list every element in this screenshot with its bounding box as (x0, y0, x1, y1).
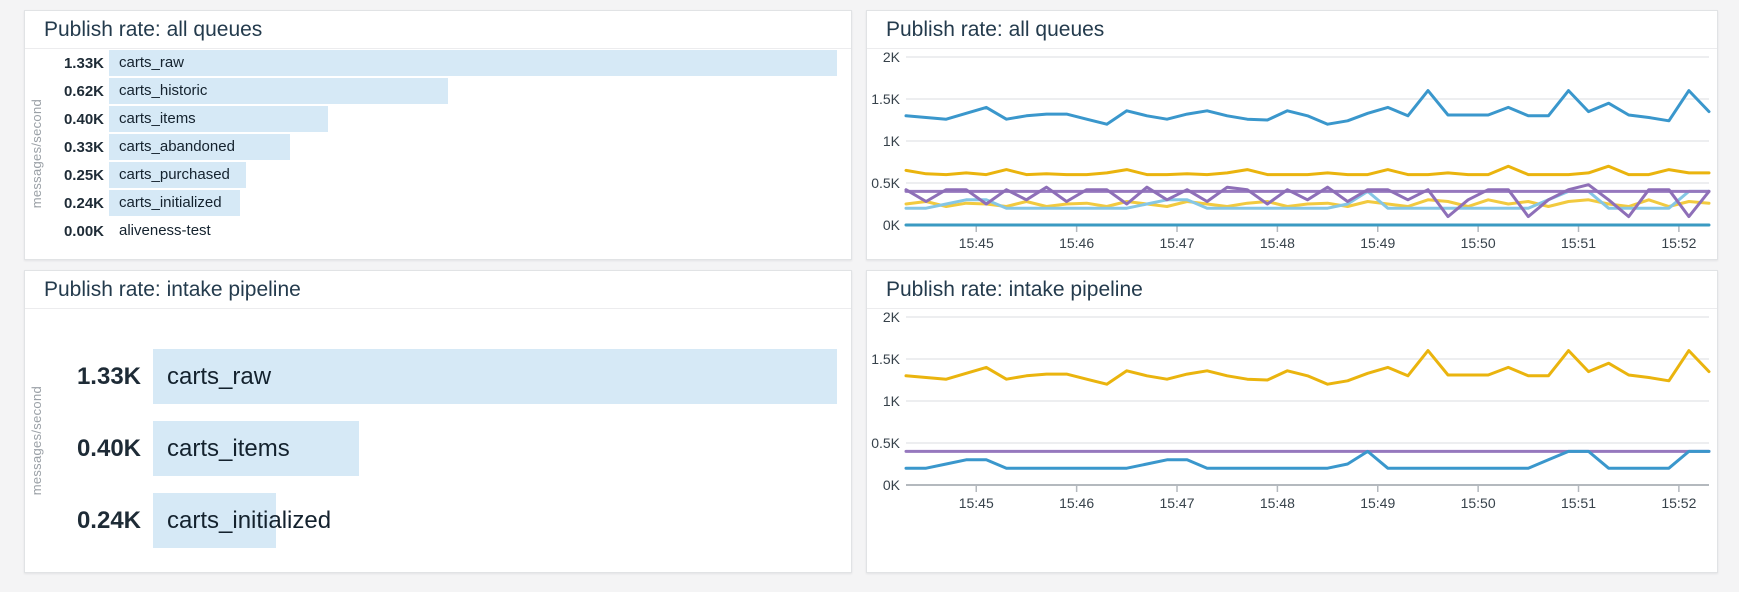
time-series-plot-intake-pipeline[interactable]: 0K 0.5K 1K 1.5K 2K 15:45 15:46 15:47 15:48 15:49 1… (867, 309, 1717, 572)
bar-value-label: 0.33K (63, 138, 104, 156)
bar-value-label: 0.24K (76, 506, 141, 534)
x-axis-tick-label: 15:49 (1360, 495, 1396, 511)
panel-title: Publish rate: intake pipeline (25, 271, 851, 309)
bar-track: aliveness-test (109, 218, 837, 244)
panel-publish-rate-intake-graph: Publish rate: intake pipeline 0K 0.5K 1K 1.… (866, 270, 1718, 573)
panel-title: Publish rate: intake pipeline (867, 271, 1717, 309)
bar-row: 0.33K carts_abandoned (54, 134, 837, 160)
queue-name-label: carts_initialized (119, 194, 222, 211)
queue-name-label: carts_historic (119, 82, 208, 99)
x-axis-tick-label: 15:45 (958, 235, 994, 251)
series-line-carts_raw (904, 89, 1711, 126)
x-axis-tick-label: 15:51 (1560, 495, 1597, 511)
series-line-carts_raw (904, 349, 1711, 386)
x-axis-tick-label: 15:51 (1560, 235, 1597, 251)
bar-row: 0.25K carts_purchased (54, 162, 837, 188)
bar-track: carts_abandoned (109, 134, 837, 160)
bar-fill (153, 349, 837, 404)
queue-name-label: carts_abandoned (119, 138, 235, 155)
queue-name-label: carts_items (167, 435, 290, 462)
time-series-plot-all-queues[interactable]: 0K 0.5K 1K 1.5K 2K 15:45 15:46 15:47 15:48 15:49 1… (867, 49, 1717, 259)
panel-title: Publish rate: all queues (867, 11, 1717, 49)
bar-track: carts_initialized (153, 493, 837, 548)
bar-row: 0.40K carts_items (54, 106, 837, 132)
bar-fill (153, 421, 359, 476)
bar-fill (109, 78, 449, 104)
bar-row: 1.33K carts_raw (54, 50, 837, 76)
bar-gauge-body: 1.33K carts_raw 0.40K carts_items 0.24K carts… (25, 309, 851, 572)
series-line-carts_historic (904, 164, 1711, 177)
bar-value-label: 0.25K (63, 166, 104, 184)
y-axis-tick-label: 0.5K (871, 175, 900, 191)
bar-track: carts_purchased (109, 162, 837, 188)
series-line-carts_abandoned (904, 183, 1711, 219)
x-axis-tick-label: 15:47 (1159, 495, 1195, 511)
queue-name-label: carts_initialized (167, 507, 332, 534)
x-axis-tick-label: 15:50 (1460, 235, 1496, 251)
queue-name-label: aliveness-test (119, 222, 211, 239)
bar-gauge-all-queues: 1.33K carts_raw 0.62K carts_historic 0.40K ca… (54, 50, 837, 246)
y-axis-tick-label: 0K (882, 217, 900, 233)
queue-name-label: carts_raw (119, 54, 185, 71)
series-line-carts_purchased (904, 198, 1711, 208)
time-series-canvas[interactable] (867, 49, 1717, 259)
x-axis-tick-label: 15:52 (1661, 235, 1697, 251)
bar-fill (109, 190, 241, 216)
y-axis-tick-label: 1.5K (871, 91, 900, 107)
x-axis-tick-label: 15:46 (1059, 235, 1095, 251)
queue-name-label: carts_raw (167, 363, 272, 390)
bar-value-label: 0.24K (63, 194, 104, 212)
bar-row: 0.24K carts_initialized (54, 493, 837, 548)
series-line-carts_initialized (904, 449, 1711, 470)
bar-row: 0.00K aliveness-test (54, 218, 837, 244)
bar-track: carts_items (153, 421, 837, 476)
y-axis-tick-label: 2K (882, 49, 900, 65)
bar-fill (153, 493, 277, 548)
bar-track: carts_items (109, 106, 837, 132)
y-axis-tick-label: 0.5K (871, 435, 900, 451)
bar-row: 0.62K carts_historic (54, 78, 837, 104)
bar-fill (109, 106, 328, 132)
x-axis-tick-label: 15:47 (1159, 235, 1195, 251)
bar-track: carts_raw (109, 50, 837, 76)
x-axis-tick-label: 15:46 (1059, 495, 1095, 511)
queue-name-label: carts_purchased (119, 166, 230, 183)
x-axis-tick-label: 15:48 (1259, 495, 1295, 511)
time-series-canvas[interactable] (867, 309, 1717, 572)
bar-track: carts_raw (153, 349, 837, 404)
x-axis-tick-label: 15:45 (958, 495, 994, 511)
bar-value-label: 0.40K (76, 434, 141, 462)
bar-fill (109, 134, 290, 160)
y-axis-tick-label: 0K (882, 477, 900, 493)
y-axis-tick-label: 1.5K (871, 351, 900, 367)
panel-title: Publish rate: all queues (25, 11, 851, 49)
x-axis-tick-label: 15:48 (1259, 235, 1295, 251)
bar-row: 0.24K carts_initialized (54, 190, 837, 216)
bar-track: carts_historic (109, 78, 837, 104)
panel-publish-rate-all-queues-bars: Publish rate: all queues messages/second… (24, 10, 852, 260)
bar-track: carts_initialized (109, 190, 837, 216)
bar-value-label: 1.33K (76, 362, 141, 390)
bar-gauge-intake-pipeline: 1.33K carts_raw 0.40K carts_items 0.24K carts… (54, 349, 837, 565)
bar-value-label: 0.40K (63, 110, 104, 128)
bar-fill (109, 50, 837, 76)
queue-name-label: carts_items (119, 110, 196, 127)
bar-value-label: 0.62K (63, 82, 104, 100)
x-axis-tick-label: 15:50 (1460, 495, 1496, 511)
y-axis-tick-label: 2K (882, 309, 900, 325)
panel-publish-rate-all-queues-graph: Publish rate: all queues 0K 0.5K 1K 1.5K 2K 1… (866, 10, 1718, 260)
bar-fill (109, 162, 246, 188)
x-axis-tick-label: 15:49 (1360, 235, 1396, 251)
bar-value-label: 1.33K (63, 54, 104, 72)
y-axis-tick-label: 1K (882, 133, 900, 149)
bar-gauge-body: 1.33K carts_raw 0.62K carts_historic 0.40K ca… (25, 49, 851, 259)
panel-publish-rate-intake-bars: Publish rate: intake pipeline messages/s… (24, 270, 852, 573)
x-axis-tick-label: 15:52 (1661, 495, 1697, 511)
bar-value-label: 0.00K (63, 222, 104, 240)
y-axis-tick-label: 1K (882, 393, 900, 409)
bar-row: 1.33K carts_raw (54, 349, 837, 404)
bar-row: 0.40K carts_items (54, 421, 837, 476)
